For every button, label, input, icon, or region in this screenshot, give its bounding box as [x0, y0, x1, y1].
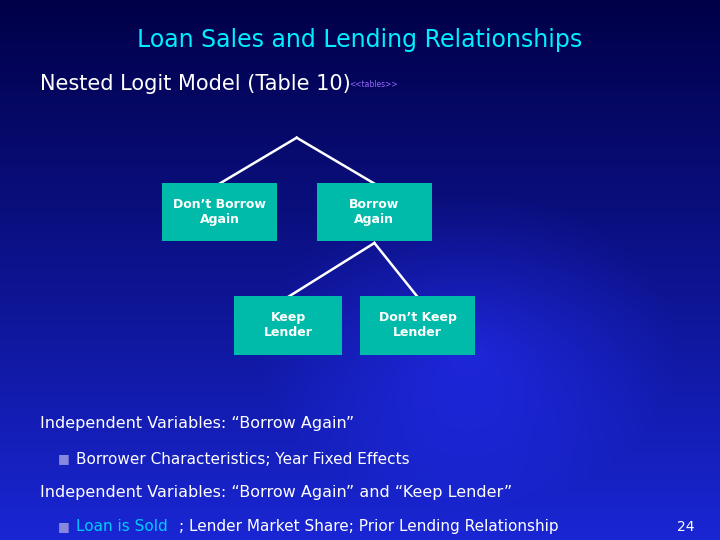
Text: Independent Variables: “Borrow Again”: Independent Variables: “Borrow Again” — [40, 416, 354, 431]
Text: ■: ■ — [58, 520, 69, 533]
FancyBboxPatch shape — [318, 183, 432, 241]
FancyBboxPatch shape — [162, 183, 276, 241]
Text: Loan is Sold: Loan is Sold — [76, 519, 167, 534]
Text: <<tables>>: <<tables>> — [349, 80, 398, 89]
Text: Borrow
Again: Borrow Again — [349, 198, 400, 226]
Text: Loan Sales and Lending Relationships: Loan Sales and Lending Relationships — [138, 29, 582, 52]
Text: Borrower Characteristics; Year Fixed Effects: Borrower Characteristics; Year Fixed Eff… — [76, 451, 409, 467]
Text: ; Lender Market Share; Prior Lending Relationship: ; Lender Market Share; Prior Lending Rel… — [179, 519, 558, 534]
Text: Don’t Borrow
Again: Don’t Borrow Again — [174, 198, 266, 226]
Text: Keep
Lender: Keep Lender — [264, 312, 312, 339]
Text: Don’t Keep
Lender: Don’t Keep Lender — [379, 312, 456, 339]
Text: Independent Variables: “Borrow Again” and “Keep Lender”: Independent Variables: “Borrow Again” an… — [40, 485, 512, 500]
FancyBboxPatch shape — [360, 296, 475, 355]
Text: ■: ■ — [58, 453, 69, 465]
FancyBboxPatch shape — [235, 296, 342, 355]
Text: 24: 24 — [678, 519, 695, 534]
Text: Nested Logit Model (Table 10): Nested Logit Model (Table 10) — [40, 73, 351, 94]
